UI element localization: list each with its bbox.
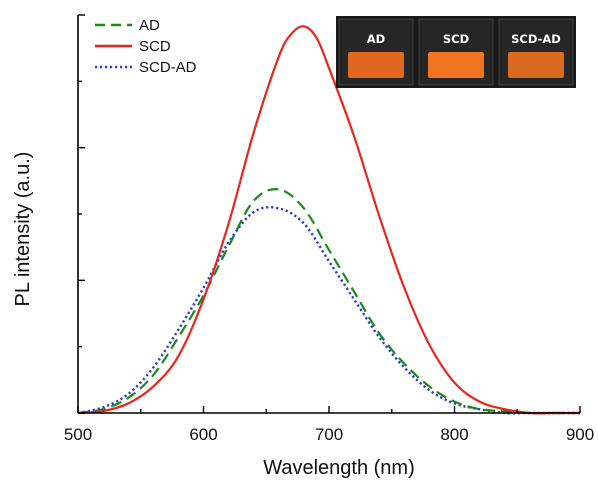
- series-lines: [77, 25, 580, 415]
- legend: AD SCD SCD-AD: [95, 17, 197, 76]
- x-tick-label: 800: [440, 425, 468, 444]
- inset-label: AD: [367, 32, 385, 46]
- x-tick-label: 900: [566, 425, 594, 444]
- legend-label: SCD: [139, 38, 171, 55]
- inset-photo: AD SCD SCD-AD: [336, 16, 576, 88]
- x-tick-label: 700: [315, 425, 343, 444]
- inset-sample: [348, 52, 404, 78]
- inset-label: SCD: [443, 32, 469, 46]
- x-tick-label: 600: [189, 425, 217, 444]
- y-axis-label: PL intensity (a.u.): [12, 152, 34, 307]
- series-line-scd: [77, 25, 580, 415]
- inset-sample: [428, 52, 484, 78]
- legend-label: SCD-AD: [139, 59, 197, 76]
- ticks: 500 600 700 800 900: [64, 14, 594, 444]
- x-axis-label: Wavelength (nm): [263, 457, 415, 479]
- x-tick-label: 500: [64, 425, 92, 444]
- series-line-ad: [77, 188, 580, 415]
- legend-label: AD: [139, 17, 160, 34]
- inset-sample: [508, 52, 564, 78]
- inset-label: SCD-AD: [511, 32, 561, 46]
- series-line-scd-ad: [77, 205, 580, 415]
